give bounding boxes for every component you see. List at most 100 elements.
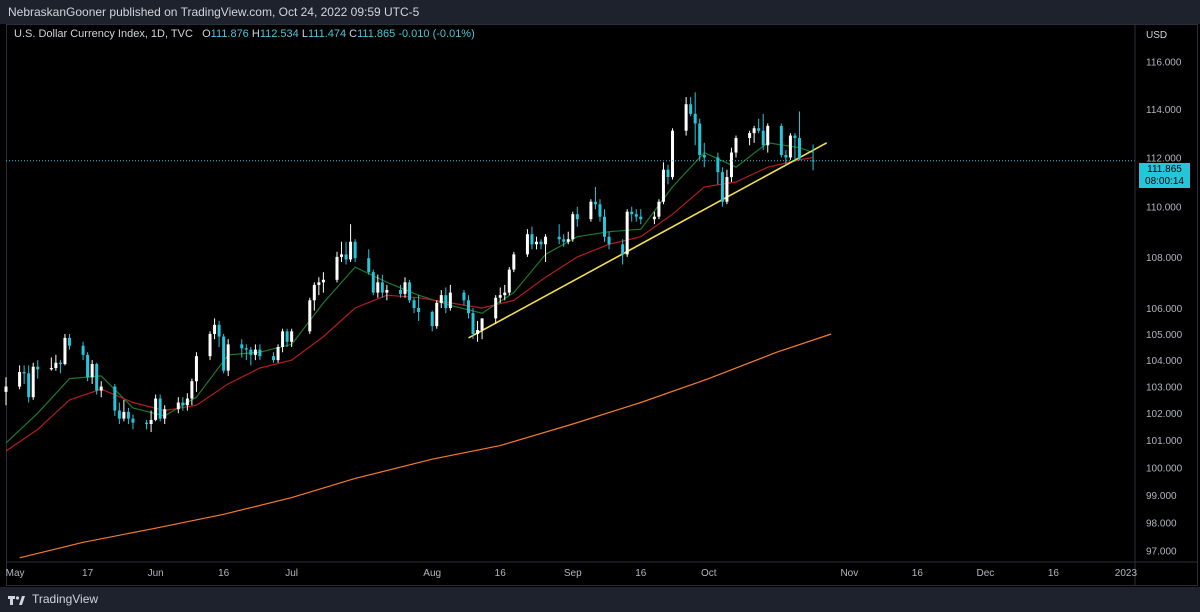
candle-body (95, 364, 99, 391)
candle-body (398, 290, 402, 294)
candle (589, 199, 593, 222)
candle (666, 164, 670, 185)
tradingview-brand: TradingView (32, 592, 99, 606)
candle-body (258, 349, 262, 357)
candle-body (761, 130, 765, 146)
candle-body (625, 211, 629, 255)
candle (194, 352, 198, 392)
candle-body (534, 241, 538, 245)
candle-body (213, 324, 217, 334)
candle-body (31, 366, 35, 398)
candle (27, 365, 31, 403)
candle-body (4, 386, 8, 392)
candle-body (652, 216, 656, 220)
close-value: 111.865 (357, 28, 396, 40)
candle (652, 211, 656, 225)
candle-body (748, 133, 752, 138)
candle (684, 97, 688, 136)
candle-body (285, 331, 289, 342)
x-tick-label: Jun (148, 568, 164, 579)
candle (476, 320, 480, 342)
candle (240, 339, 244, 358)
candle (530, 226, 534, 250)
candle (444, 287, 448, 314)
candle (503, 284, 507, 301)
candle (158, 394, 162, 422)
candle-body (689, 104, 693, 114)
candle-body (462, 292, 466, 301)
candles (4, 92, 815, 433)
candle (122, 399, 126, 422)
candle (788, 133, 792, 160)
symbol-legend[interactable]: U.S. Dollar Currency Index, 1D, TVC O111… (14, 28, 475, 40)
candle-body (575, 214, 579, 220)
candle-body (122, 411, 126, 419)
candle-body (693, 113, 697, 124)
candle (249, 347, 253, 366)
candle (253, 344, 257, 361)
candle (430, 310, 434, 332)
candle (639, 209, 643, 225)
candle (630, 206, 634, 222)
tradingview-footer[interactable]: TradingView (0, 587, 1200, 612)
candle (371, 269, 375, 296)
y-tick-label: 97.000 (1146, 547, 1177, 558)
candle (403, 277, 407, 298)
y-axis: USD 97.000 98.000 99.000 100.000 101.000 102.0… (1134, 24, 1183, 586)
candle (566, 231, 570, 245)
candle-body (603, 216, 607, 237)
candle (81, 341, 85, 361)
candle-body (797, 137, 801, 159)
candle-body (788, 135, 792, 158)
candle (575, 206, 579, 227)
candle (797, 111, 801, 160)
overlay-lines (5, 142, 832, 559)
candle-body (272, 356, 276, 361)
candle-body (471, 313, 475, 334)
candle-body (589, 201, 593, 220)
candle (213, 318, 217, 340)
x-tick-label: May (6, 568, 25, 579)
open-label: O (202, 28, 211, 40)
candle-body (308, 300, 312, 332)
candle-body (18, 371, 22, 387)
candle-body (113, 386, 117, 411)
candle (258, 344, 262, 361)
candle-body (81, 345, 85, 355)
candle-body (752, 128, 756, 134)
low-value: 111.474 (307, 28, 347, 40)
candle-body (58, 362, 62, 365)
candle-body (671, 130, 675, 178)
candle-body (412, 300, 416, 309)
candle-body (657, 201, 661, 217)
candle (494, 295, 498, 324)
x-tick-label: 16 (1048, 568, 1060, 579)
candle-body (244, 348, 248, 350)
candle-body (344, 254, 348, 260)
candle-body (698, 123, 702, 155)
candle (498, 287, 502, 303)
candle-body (571, 214, 575, 240)
candle-body (716, 157, 720, 173)
candle (380, 274, 384, 298)
candle-body (149, 419, 153, 424)
candle (621, 239, 625, 265)
candle-body (253, 349, 257, 355)
candle (4, 377, 8, 406)
candle-body (321, 279, 325, 283)
candle (131, 414, 135, 430)
y-tick-label: 102.000 (1146, 409, 1183, 420)
candle (716, 152, 720, 185)
low-label: L (301, 28, 308, 40)
candle-body (176, 402, 180, 410)
candle (145, 419, 149, 430)
candle-body (435, 302, 439, 327)
x-tick-label: Sep (564, 568, 582, 579)
candle (281, 328, 285, 353)
candle-body (90, 364, 94, 378)
x-tick-label: 2023 (1115, 568, 1138, 579)
candle (725, 169, 729, 205)
candle-body (181, 402, 185, 406)
y-tick-label: 100.000 (1146, 463, 1183, 474)
